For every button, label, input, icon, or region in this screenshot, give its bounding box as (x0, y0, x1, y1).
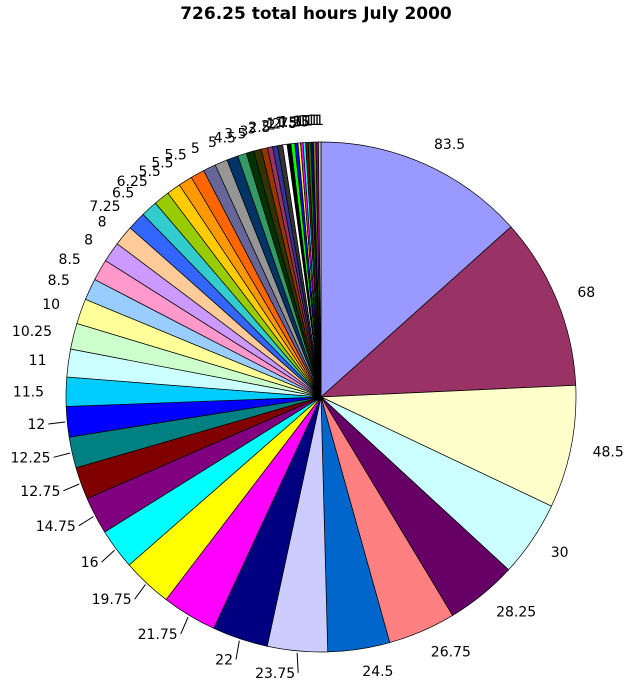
slice-label: 83.5 (434, 137, 465, 153)
slice-label: 8 (84, 233, 93, 249)
slice-label: 11.5 (13, 384, 44, 400)
slice-label: 23.75 (255, 666, 295, 682)
slice-label: 1 (301, 113, 310, 129)
slice-label: 7.25 (89, 199, 120, 215)
slice-label: 1 (310, 113, 319, 129)
slice-label: 1 (307, 113, 316, 129)
slice-label: 11 (29, 353, 47, 369)
slice-label: 12 (27, 417, 45, 433)
leader-line (78, 516, 94, 527)
slice-label: 30 (551, 545, 569, 561)
pie-slice (320, 226, 577, 398)
pie-slice (320, 384, 577, 507)
leader-line (53, 452, 71, 458)
slice-label: 28.25 (496, 605, 536, 621)
slice-label: 12.75 (20, 484, 60, 500)
slice-label: 5.5 (165, 148, 187, 164)
slice-label: 1 (304, 113, 313, 129)
slice-label: 6.25 (117, 174, 148, 190)
slice-label: 5 (208, 135, 217, 151)
slice-label: 48.5 (593, 445, 624, 461)
slice-label: 1.5 (279, 115, 301, 131)
slice-label: 1 (296, 114, 305, 130)
slice-label: 1.75 (266, 116, 297, 132)
leader-line (48, 421, 66, 425)
leader-line (134, 584, 146, 600)
leader-line (296, 652, 299, 673)
slice-label: 1 (293, 114, 302, 130)
slice-label: 21.75 (138, 627, 178, 643)
slice-label: 10.25 (12, 324, 52, 340)
slice-label: 5.5 (151, 156, 173, 172)
slice-label: 68 (577, 285, 595, 301)
slice-label: 4.5 (214, 130, 236, 146)
slice-label: 2 (267, 118, 276, 134)
leader-line (180, 616, 189, 635)
leader-line (235, 640, 240, 660)
slice-label: 1 (315, 113, 324, 129)
slice-label: 22 (215, 653, 233, 669)
slice-label: 6.5 (112, 185, 134, 201)
slice-labels: 83.56848.53028.2526.7524.523.752221.7519… (11, 113, 624, 682)
slice-label: 1.5 (275, 115, 297, 131)
slice-label: 8.5 (48, 273, 70, 289)
slice-label: 8.5 (59, 252, 81, 268)
slice-label: 5.5 (139, 164, 161, 180)
pie-slice (318, 141, 322, 398)
slice-label: 1 (312, 113, 321, 129)
slice-label: 26.75 (431, 644, 471, 660)
chart-title: 726.25 total hours July 2000 (180, 4, 452, 24)
pie-slices (65, 141, 577, 653)
slice-label: 16 (81, 555, 99, 571)
slice-label: 5 (191, 141, 200, 157)
slice-label: 2.5 (248, 120, 270, 136)
slice-label: 1.25 (279, 114, 310, 130)
slice-label: 8 (98, 215, 107, 231)
slice-label: 24.5 (362, 664, 393, 680)
slice-label: 3 (248, 122, 257, 138)
slice-label: 2 (261, 119, 270, 135)
leader-line (101, 549, 115, 563)
slice-label: 3.5 (224, 127, 246, 143)
leader-lines (48, 421, 299, 673)
slice-label: 1 (298, 114, 307, 130)
pie-slice (320, 141, 512, 398)
slice-label: 10 (42, 297, 60, 313)
slice-label: 3 (240, 124, 249, 140)
slice-label: 12.25 (11, 450, 51, 466)
slice-label: 19.75 (92, 592, 132, 608)
leader-line (63, 483, 80, 492)
slice-label: 14.75 (36, 519, 76, 535)
slice-label: 2 (272, 117, 281, 133)
